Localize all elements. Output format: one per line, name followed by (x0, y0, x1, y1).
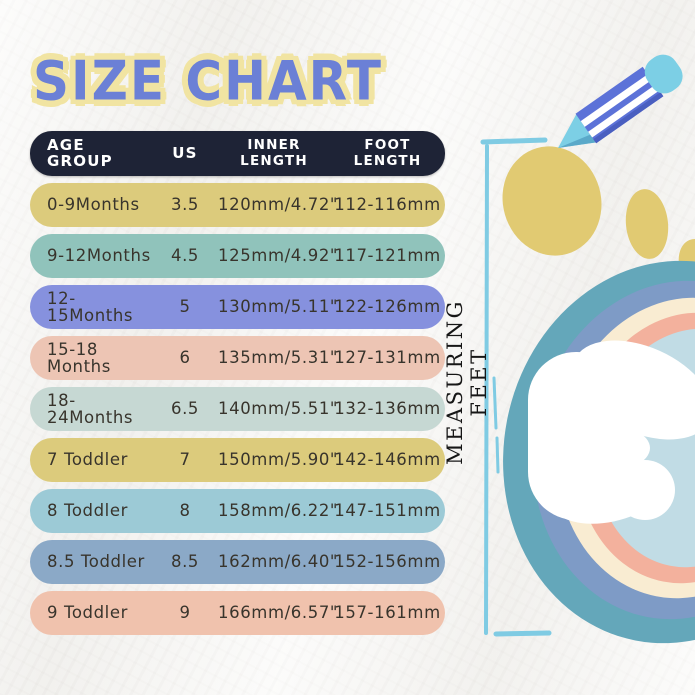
table-row: 7 Toddler 7 150mm/5.90" 142-146mm (30, 438, 445, 482)
bracket-accent-stroke (492, 376, 498, 430)
inner-length-cell: 166mm/6.57" (218, 603, 339, 623)
inner-length-cell: 162mm/6.40" (218, 552, 339, 572)
age-group-cell: 15-18 Months (47, 339, 111, 376)
us-size-cell: 9 (179, 603, 191, 623)
bracket-bottom-tick (493, 630, 552, 637)
table-row: 15-18 Months 6 135mm/5.31" 127-131mm (30, 336, 445, 380)
foot-length-cell: 152-156mm (334, 552, 441, 572)
table-row: 9-12Months 4.5 125mm/4.92" 117-121mm (30, 234, 445, 278)
us-size-cell: 8 (179, 501, 191, 521)
foot-length-cell: 132-136mm (334, 399, 441, 419)
foot-length-cell: 157-161mm (334, 603, 441, 623)
us-size-cell: 7 (179, 450, 191, 470)
inner-length-cell: 125mm/4.92" (218, 246, 339, 266)
header-inner-line1: INNER (247, 137, 301, 154)
bracket-accent-stroke (495, 436, 500, 474)
foot-length-cell: 147-151mm (334, 501, 441, 521)
us-size-cell: 5 (179, 297, 191, 317)
sole-center-shape (528, 340, 695, 524)
header-foot-line1: FOOT (364, 137, 411, 154)
table-row: 12-15Months 5 130mm/5.11" 122-126mm (30, 285, 445, 329)
middle-toe-shape (625, 189, 669, 259)
inner-length-cell: 140mm/5.51" (218, 399, 339, 419)
foot-length-cell: 122-126mm (334, 297, 441, 317)
us-size-cell: 6.5 (170, 399, 200, 419)
age-group-cell: 18-24Months (47, 390, 134, 427)
inner-length-cell: 130mm/5.11" (218, 297, 339, 317)
page-title: SIZE CHART (33, 50, 384, 113)
table-row: 8.5 Toddler 8.5 162mm/6.40" 152-156mm (30, 540, 445, 584)
header-inner-length: INNER LENGTH (218, 138, 330, 168)
inner-length-cell: 135mm/5.31" (218, 348, 339, 368)
us-size-cell: 3.5 (170, 195, 200, 215)
pencil-icon (558, 54, 683, 148)
table-row: 0-9Months 3.5 120mm/4.72" 112-116mm (30, 183, 445, 227)
measuring-bracket (480, 137, 552, 637)
age-group-cell: 0-9Months (47, 195, 140, 215)
inner-length-cell: 120mm/4.72" (218, 195, 339, 215)
inner-length-cell: 150mm/5.90" (218, 450, 339, 470)
table-row: 18-24Months 6.5 140mm/5.51" 132-136mm (30, 387, 445, 431)
header-inner-line2: LENGTH (240, 152, 308, 169)
measuring-feet-label: MEASURING FEET (443, 299, 491, 465)
header-age-group: AGE GROUP (47, 135, 113, 170)
us-size-cell: 6 (179, 348, 191, 368)
us-size-cell: 4.5 (170, 246, 200, 266)
age-group-cell: 7 Toddler (47, 450, 128, 470)
age-group-cell: 9-12Months (47, 246, 151, 266)
foot-length-cell: 112-116mm (334, 195, 441, 215)
bracket-top-tick (480, 137, 548, 145)
table-row: 9 Toddler 9 166mm/6.57" 157-161mm (30, 591, 445, 635)
header-us: US (172, 143, 198, 162)
foot-length-cell: 127-131mm (334, 348, 441, 368)
foot-length-cell: 142-146mm (334, 450, 441, 470)
age-group-cell: 8 Toddler (47, 501, 128, 521)
foot-length-cell: 117-121mm (334, 246, 441, 266)
table-row: 8 Toddler 8 158mm/6.22" 147-151mm (30, 489, 445, 533)
inner-length-cell: 158mm/6.22" (218, 501, 339, 521)
header-foot-line2: LENGTH (353, 152, 422, 169)
foot-sole-rings (503, 260, 695, 644)
bracket-vertical-line (484, 144, 489, 635)
age-group-cell: 12-15Months (47, 288, 134, 325)
size-chart-table: AGE GROUP US INNER LENGTH FOOT LENGTH 0-… (30, 131, 445, 635)
table-header-row: AGE GROUP US INNER LENGTH FOOT LENGTH (30, 131, 445, 176)
big-toe-shape (502, 146, 602, 256)
age-group-cell: 8.5 Toddler (47, 552, 145, 572)
age-group-cell: 9 Toddler (47, 603, 128, 623)
header-foot-length: FOOT LENGTH (330, 138, 445, 168)
us-size-cell: 8.5 (170, 552, 200, 572)
pencil-eraser (644, 54, 683, 94)
